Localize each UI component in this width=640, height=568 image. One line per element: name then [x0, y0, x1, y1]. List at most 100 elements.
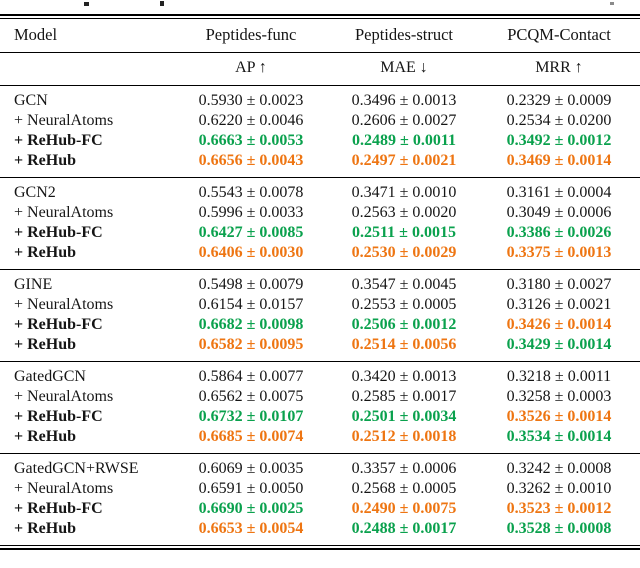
value-cell: 0.6682 ± 0.0098 — [198, 316, 304, 333]
value-cell: 0.2568 ± 0.0005 — [351, 480, 457, 497]
value-cell: 0.6582 ± 0.0095 — [198, 336, 304, 353]
value-cell: 0.3523 ± 0.0012 — [506, 500, 612, 517]
table-row: + ReHub-FC 0.6682 ± 0.0098 0.2506 ± 0.00… — [0, 315, 640, 335]
group-gcn2: GCN2 0.5543 ± 0.0078 0.3471 ± 0.0010 0.3… — [0, 177, 640, 270]
value-cell: 0.3357 ± 0.0006 — [351, 460, 457, 477]
table-row: GINE 0.5498 ± 0.0079 0.3547 ± 0.0045 0.3… — [0, 270, 640, 296]
value-cell: 0.6406 ± 0.0030 — [198, 244, 304, 261]
value-cell: 0.3469 ± 0.0014 — [506, 152, 612, 169]
value-cell: 0.6427 ± 0.0085 — [198, 224, 304, 241]
value-cell: 0.2606 ± 0.0027 — [351, 112, 457, 129]
dataset-header-row: Model Peptides-func Peptides-struct PCQM… — [0, 19, 640, 53]
value-cell: 0.3180 ± 0.0027 — [506, 276, 612, 293]
value-cell: 0.2585 ± 0.0017 — [351, 388, 457, 405]
model-cell: + ReHub — [14, 336, 77, 353]
value-cell: 0.3242 ± 0.0008 — [506, 460, 612, 477]
column-header-pcqm-contact: PCQM-Contact — [478, 19, 640, 53]
value-cell: 0.2497 ± 0.0021 — [351, 152, 457, 169]
group-gcn: GCN 0.5930 ± 0.0023 0.3496 ± 0.0013 0.23… — [0, 85, 640, 178]
value-cell: 0.2489 ± 0.0011 — [352, 132, 456, 149]
value-cell: 0.3420 ± 0.0013 — [351, 368, 457, 385]
value-cell: 0.3386 ± 0.0026 — [506, 224, 612, 241]
table-row: + ReHub 0.6582 ± 0.0095 0.2514 ± 0.0056 … — [0, 335, 640, 362]
value-cell: 0.5996 ± 0.0033 — [198, 204, 304, 221]
value-cell: 0.3547 ± 0.0045 — [351, 276, 457, 293]
table-row: GatedGCN+RWSE 0.6069 ± 0.0035 0.3357 ± 0… — [0, 454, 640, 480]
table-row: + NeuralAtoms 0.6220 ± 0.0046 0.2606 ± 0… — [0, 111, 640, 131]
value-cell: 0.6069 ± 0.0035 — [198, 460, 304, 477]
value-cell: 0.3534 ± 0.0014 — [506, 428, 612, 445]
table-row: + NeuralAtoms 0.6154 ± 0.0157 0.2553 ± 0… — [0, 295, 640, 315]
value-cell: 0.3126 ± 0.0021 — [506, 296, 612, 313]
model-cell: GCN2 — [14, 184, 56, 201]
value-cell: 0.3426 ± 0.0014 — [506, 316, 612, 333]
metric-header-mae: MAE ↓ — [380, 59, 428, 76]
value-cell: 0.2490 ± 0.0075 — [351, 500, 457, 517]
table-row: GCN2 0.5543 ± 0.0078 0.3471 ± 0.0010 0.3… — [0, 178, 640, 204]
value-cell: 0.3049 ± 0.0006 — [506, 204, 612, 221]
cropped-caption-fragment — [610, 2, 614, 5]
value-cell: 0.3375 ± 0.0013 — [506, 244, 612, 261]
value-cell: 0.6690 ± 0.0025 — [198, 500, 304, 517]
value-cell: 0.2534 ± 0.0200 — [506, 112, 612, 129]
table-row: + ReHub 0.6656 ± 0.0043 0.2497 ± 0.0021 … — [0, 151, 640, 178]
cropped-caption-fragment — [160, 1, 164, 6]
value-cell: 0.3218 ± 0.0011 — [506, 368, 612, 385]
metric-header-mrr: MRR ↑ — [535, 59, 583, 76]
value-cell: 0.2329 ± 0.0009 — [506, 92, 612, 109]
model-cell: + ReHub — [14, 152, 77, 169]
model-cell: + ReHub-FC — [14, 316, 103, 333]
results-table-area: Model Peptides-func Peptides-struct PCQM… — [0, 14, 640, 550]
table-row: + ReHub 0.6653 ± 0.0054 0.2488 ± 0.0017 … — [0, 519, 640, 545]
model-cell: + NeuralAtoms — [14, 112, 114, 129]
value-cell: 0.6663 ± 0.0053 — [198, 132, 304, 149]
value-cell: 0.3526 ± 0.0014 — [506, 408, 612, 425]
value-cell: 0.6220 ± 0.0046 — [198, 112, 304, 129]
model-cell: + ReHub-FC — [14, 408, 103, 425]
value-cell: 0.3161 ± 0.0004 — [506, 184, 612, 201]
metric-header-row: AP ↑ MAE ↓ MRR ↑ — [0, 53, 640, 86]
cropped-caption-fragment — [84, 2, 89, 6]
value-cell: 0.6653 ± 0.0054 — [198, 520, 304, 537]
table-row: + ReHub 0.6406 ± 0.0030 0.2530 ± 0.0029 … — [0, 243, 640, 270]
value-cell: 0.3258 ± 0.0003 — [506, 388, 612, 405]
model-cell: + NeuralAtoms — [14, 204, 114, 221]
table-row: GCN 0.5930 ± 0.0023 0.3496 ± 0.0013 0.23… — [0, 86, 640, 112]
value-cell: 0.3528 ± 0.0008 — [506, 520, 612, 537]
model-cell: + ReHub-FC — [14, 132, 103, 149]
value-cell: 0.5864 ± 0.0077 — [198, 368, 304, 385]
metric-header-ap: AP ↑ — [235, 59, 267, 76]
value-cell: 0.3429 ± 0.0014 — [506, 336, 612, 353]
model-cell: GCN — [14, 92, 48, 109]
value-cell: 0.6685 ± 0.0074 — [198, 428, 304, 445]
value-cell: 0.3492 ± 0.0012 — [506, 132, 612, 149]
table-row: + ReHub 0.6685 ± 0.0074 0.2512 ± 0.0018 … — [0, 427, 640, 454]
value-cell: 0.6732 ± 0.0107 — [198, 408, 304, 425]
table-bottom-rule — [0, 545, 640, 550]
value-cell: 0.3496 ± 0.0013 — [351, 92, 457, 109]
model-cell: + ReHub-FC — [14, 224, 103, 241]
value-cell: 0.6591 ± 0.0050 — [198, 480, 304, 497]
value-cell: 0.5930 ± 0.0023 — [198, 92, 304, 109]
table-top-rule — [0, 14, 640, 19]
value-cell: 0.3262 ± 0.0010 — [506, 480, 612, 497]
group-gatedgcn: GatedGCN 0.5864 ± 0.0077 0.3420 ± 0.0013… — [0, 361, 640, 454]
value-cell: 0.2553 ± 0.0005 — [351, 296, 457, 313]
model-cell: + NeuralAtoms — [14, 388, 114, 405]
table-row: + ReHub-FC 0.6732 ± 0.0107 0.2501 ± 0.00… — [0, 407, 640, 427]
table-row: GatedGCN 0.5864 ± 0.0077 0.3420 ± 0.0013… — [0, 362, 640, 388]
value-cell: 0.2512 ± 0.0018 — [351, 428, 457, 445]
value-cell: 0.6656 ± 0.0043 — [198, 152, 304, 169]
value-cell: 0.6562 ± 0.0075 — [198, 388, 304, 405]
metric-header-empty — [0, 53, 172, 86]
model-cell: + NeuralAtoms — [14, 480, 114, 497]
table-row: + NeuralAtoms 0.5996 ± 0.0033 0.2563 ± 0… — [0, 203, 640, 223]
model-cell: + ReHub — [14, 428, 77, 445]
value-cell: 0.2488 ± 0.0017 — [351, 520, 457, 537]
table-row: + NeuralAtoms 0.6591 ± 0.0050 0.2568 ± 0… — [0, 479, 640, 499]
value-cell: 0.3471 ± 0.0010 — [351, 184, 457, 201]
column-header-peptides-func: Peptides-func — [172, 19, 330, 53]
model-cell: + NeuralAtoms — [14, 296, 114, 313]
column-header-peptides-struct: Peptides-struct — [330, 19, 478, 53]
